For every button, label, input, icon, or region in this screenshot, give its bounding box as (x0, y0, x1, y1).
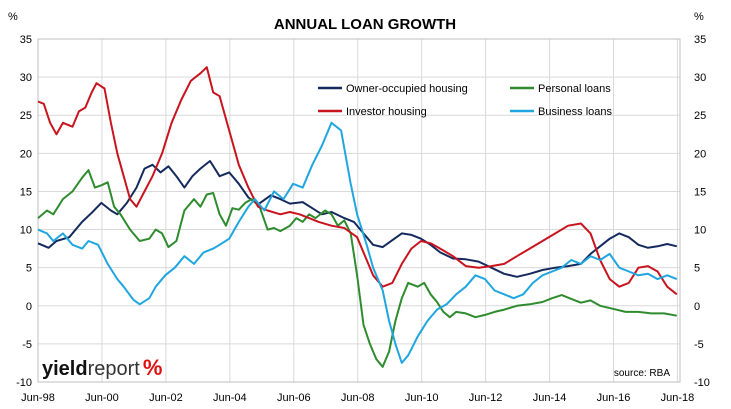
series-line-personal-loans (37, 169, 677, 368)
x-tick-label: Jun-18 (661, 392, 695, 404)
x-tick-label: Jun-00 (85, 392, 119, 404)
legend: Owner-occupied housing Personal loans Inve… (318, 83, 612, 118)
series-lines (37, 66, 678, 368)
legend-label-owner-occupied-housing: Owner-occupied housing (346, 83, 468, 95)
logo-percent: % (143, 355, 163, 380)
svg-text:yieldreport%: yieldreport% (42, 355, 162, 380)
y-tick-left-label: 0 (26, 301, 32, 313)
x-tick-label: Jun-12 (469, 392, 503, 404)
legend-label-investor-housing: Investor housing (346, 106, 427, 118)
left-y-axis: -10 -5 0 5 10 15 20 25 30 35 (16, 34, 32, 389)
y-tick-right-label: 25 (694, 110, 706, 122)
y-tick-right-label: -10 (694, 377, 710, 389)
y-tick-left-label: 10 (20, 225, 32, 237)
y-tick-right-label: 5 (694, 263, 700, 275)
x-tick-label: Jun-02 (149, 392, 183, 404)
legend-label-business-loans: Business loans (538, 106, 612, 118)
y-tick-left-label: -10 (16, 377, 32, 389)
y-tick-left-label: 25 (20, 110, 32, 122)
series-line-business-loans (37, 121, 678, 364)
x-tick-label: Jun-16 (597, 392, 631, 404)
left-axis-unit: % (8, 11, 18, 23)
y-tick-left-label: 5 (26, 263, 32, 275)
y-tick-left-label: 15 (20, 186, 32, 198)
y-tick-left-label: -5 (22, 339, 32, 351)
y-tick-right-label: 30 (694, 72, 706, 84)
y-tick-right-label: 35 (694, 34, 706, 46)
y-tick-right-label: -5 (694, 339, 704, 351)
plot-area (37, 38, 681, 383)
y-tick-left-label: 35 (20, 34, 32, 46)
y-tick-right-label: 15 (694, 186, 706, 198)
y-tick-left-label: 20 (20, 148, 32, 160)
series-line-investor-housing (37, 66, 678, 296)
y-tick-left-label: 30 (20, 72, 32, 84)
series-line-owner-occupied-housing (37, 160, 678, 278)
x-tick-label: Jun-04 (213, 392, 247, 404)
x-tick-label: Jun-06 (277, 392, 311, 404)
y-tick-right-label: 20 (694, 148, 706, 160)
logo-report: report (88, 358, 141, 380)
right-axis-unit: % (694, 11, 704, 23)
yieldreport-logo: yieldreport% (42, 355, 162, 380)
y-tick-right-label: 10 (694, 225, 706, 237)
legend-label-personal-loans: Personal loans (538, 83, 611, 95)
x-tick-label: Jun-98 (21, 392, 55, 404)
x-tick-label: Jun-08 (341, 392, 375, 404)
y-tick-right-label: 0 (694, 301, 700, 313)
x-axis: Jun-98 Jun-00 Jun-02 Jun-04 Jun-06 Jun-08 Jun-… (21, 392, 694, 404)
right-y-axis: -10 -5 0 5 10 15 20 25 30 35 (694, 34, 710, 389)
chart-title: ANNUAL LOAN GROWTH (274, 16, 456, 33)
x-tick-label: Jun-14 (533, 392, 567, 404)
x-tick-label: Jun-10 (405, 392, 439, 404)
logo-yield: yield (42, 358, 88, 380)
source-note: source: RBA (614, 368, 670, 379)
